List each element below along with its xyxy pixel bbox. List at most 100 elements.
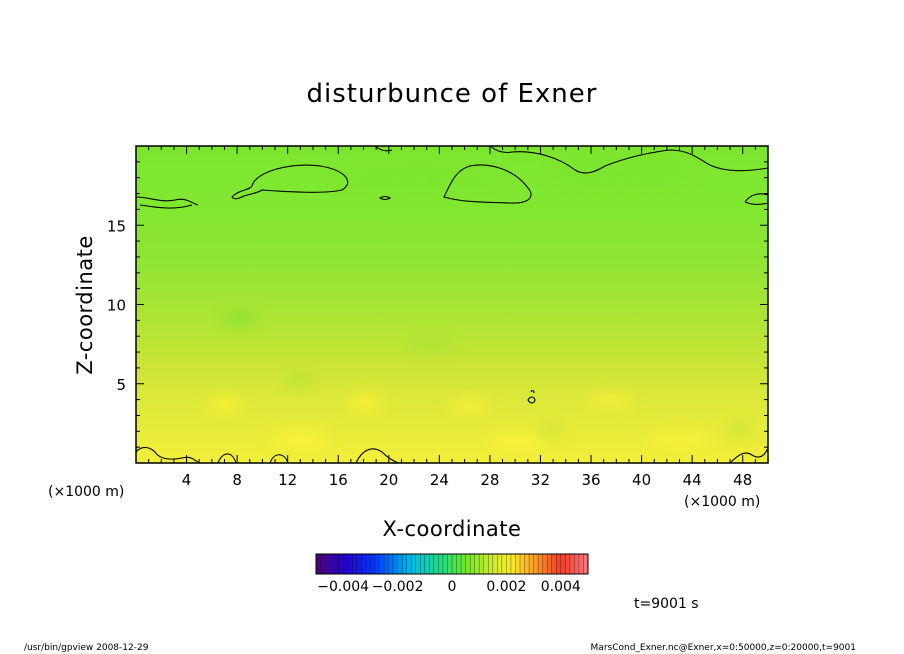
colorbar-cell: [461, 554, 466, 574]
colorbar-tick-label: 0.002: [486, 579, 526, 595]
colorbar-cell: [356, 554, 362, 574]
colorbar-cell: [488, 554, 494, 574]
colorbar-cell: [506, 554, 512, 574]
colorbar-cell: [447, 554, 453, 574]
colorbar-cell: [370, 554, 376, 574]
colorbar-cell: [438, 554, 444, 574]
colorbar-cell: [465, 554, 471, 574]
colorbar-cell: [547, 554, 553, 574]
colorbar-cell: [442, 554, 448, 574]
contour-upper-left-2: [139, 204, 193, 209]
colorbar-cell: [542, 554, 548, 574]
colorbar-cell: [415, 554, 421, 574]
colorbar-cell: [325, 554, 330, 574]
y-axis-label: Z-coordinate: [73, 235, 97, 375]
colorbar-cell: [551, 554, 557, 574]
colorbar-cell: [533, 554, 539, 574]
colorbar-cell: [501, 554, 507, 574]
x-tick-label: 36: [581, 471, 600, 489]
contour-upper-left: [136, 196, 199, 206]
colorbar-tick-label: 0: [448, 579, 457, 595]
colorbar-cell: [538, 554, 543, 574]
colorbar-cell: [497, 554, 503, 574]
x-axis-label: X-coordinate: [383, 517, 522, 541]
colorbar-tick-label: 0.004: [541, 579, 581, 595]
heatmap-blotches: [207, 165, 752, 452]
colorbar-cell: [397, 554, 403, 574]
x-tick-label: 16: [329, 471, 348, 489]
colorbar-cell: [560, 554, 566, 574]
colorbar-cell: [520, 554, 525, 574]
colorbar-cell: [343, 554, 349, 574]
y-tick-label: 5: [116, 376, 126, 394]
contour-small-a: [379, 195, 391, 201]
contour-tiny: [527, 390, 536, 404]
x-tick-label: 32: [531, 471, 550, 489]
colorbar-cell: [433, 554, 439, 574]
contour-right: [744, 193, 768, 205]
colorbar-cell: [411, 554, 417, 574]
colorbar-cell: [334, 554, 339, 574]
x-axis-ticks: 4 8 12 16 20 24 28 32 36 40 44 48: [148, 146, 756, 489]
colorbar-cell: [320, 554, 326, 574]
y-tick-label: 15: [107, 217, 126, 235]
colorbar-cell: [470, 554, 475, 574]
heatmap-background: [136, 146, 768, 463]
y-axis-ticks: 5 10 15: [107, 161, 768, 448]
colorbar-cell: [424, 554, 430, 574]
colorbar-cell: [569, 554, 575, 574]
colorbar-cell: [384, 554, 389, 574]
x-tick-label: 4: [182, 471, 192, 489]
colorbar: [315, 553, 589, 575]
x-tick-label: 44: [683, 471, 702, 489]
y-tick-label: 10: [107, 297, 126, 315]
colorbar-cell: [388, 554, 394, 574]
colorbar-cell: [329, 554, 335, 574]
colorbar-cell: [565, 554, 571, 574]
colorbar-cell: [574, 554, 580, 574]
x-tick-label: 8: [232, 471, 242, 489]
colorbar-frame: [315, 553, 589, 575]
footer-right: MarsCond_Exner.nc@Exner,x=0:50000,z=0:20…: [591, 643, 856, 653]
colorbar-cell: [578, 554, 584, 574]
colorbar-cell: [510, 554, 516, 574]
colorbar-cell: [474, 554, 480, 574]
contour-blob-a: [231, 164, 349, 200]
colorbar-tick-label: −0.002: [372, 579, 424, 595]
heatmap-field: [136, 146, 768, 463]
contour-bottom: [136, 446, 768, 463]
contour-blob-b: [443, 164, 532, 204]
colorbar-tick-label: −0.004: [317, 579, 369, 595]
x-tick-label: 12: [278, 471, 297, 489]
colorbar-cell: [483, 554, 489, 574]
colorbar-cell: [402, 554, 407, 574]
colorbar-cell: [406, 554, 412, 574]
footer-left: /usr/bin/gpview 2008-12-29: [24, 643, 149, 653]
x-tick-label: 28: [480, 471, 499, 489]
contour-lines: [136, 146, 768, 463]
x-tick-label: 24: [430, 471, 449, 489]
x-unit-label: (×1000 m): [684, 494, 760, 510]
colorbar-cell: [492, 554, 498, 574]
colorbar-cell: [374, 554, 380, 574]
colorbar-cell: [316, 554, 321, 574]
colorbar-cell: [338, 554, 344, 574]
chart-title: disturbunce of Exner: [307, 79, 598, 109]
colorbar-cell: [479, 554, 485, 574]
colorbar-cell: [556, 554, 562, 574]
colorbar-cell: [524, 554, 530, 574]
colorbar-cell: [429, 554, 435, 574]
colorbar-cell: [361, 554, 367, 574]
colorbar-cell: [365, 554, 371, 574]
colorbar-cell: [456, 554, 462, 574]
colorbar-cell: [515, 554, 521, 574]
z-unit-label: (×1000 m): [48, 484, 124, 500]
colorbar-cell: [393, 554, 398, 574]
colorbar-cell: [379, 554, 385, 574]
colorbar-cell: [583, 554, 589, 574]
x-tick-label: 20: [379, 471, 398, 489]
colorbar-cell: [529, 554, 534, 574]
colorbar-cell: [452, 554, 457, 574]
x-tick-label: 40: [632, 471, 651, 489]
